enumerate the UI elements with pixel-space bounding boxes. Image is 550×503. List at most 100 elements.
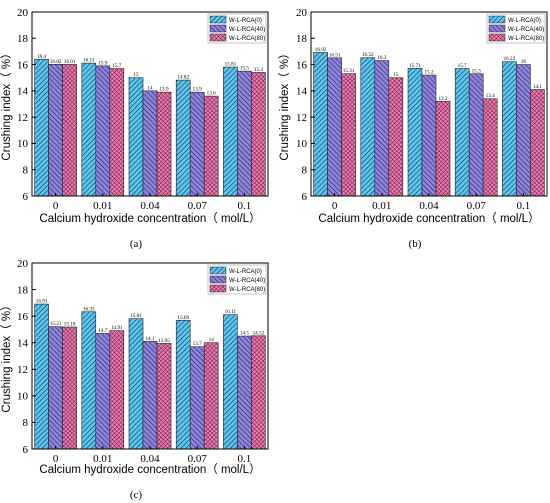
y-tick-label: 10 bbox=[296, 138, 308, 150]
y-tick-label: 18 bbox=[296, 33, 308, 45]
bar-0.01-series-0 bbox=[360, 57, 376, 197]
bar-0.1-series-2 bbox=[530, 89, 545, 197]
data-label: 16.92 bbox=[315, 47, 327, 53]
bar-0.01-series-2 bbox=[109, 330, 125, 450]
data-label: 14.5 bbox=[240, 331, 249, 337]
bar-0.04-series-0 bbox=[128, 318, 144, 450]
legend-entry: W-L-RCA(40) bbox=[508, 27, 544, 33]
y-tick-label: 14 bbox=[296, 86, 308, 98]
data-label: 15.81 bbox=[130, 313, 142, 319]
y-tick-label: 18 bbox=[17, 33, 29, 45]
data-label: 16.52 bbox=[362, 52, 374, 58]
legend-entry: W-L-RCA(0) bbox=[508, 18, 541, 24]
legend-entry: W-L-RCA(0) bbox=[229, 18, 262, 24]
bar-0-series-0 bbox=[34, 59, 49, 197]
data-label: 13.2 bbox=[438, 96, 447, 102]
bar-0.07-series-1 bbox=[468, 73, 484, 197]
y-tick-label: 8 bbox=[23, 165, 29, 177]
bar-0.07-series-2 bbox=[203, 342, 219, 450]
data-label: 15.69 bbox=[177, 315, 189, 321]
y-tick-label: 16 bbox=[17, 311, 29, 323]
data-label: 14 bbox=[147, 85, 153, 91]
chart-panel-c: 16.91 16.33 15.81 15.69 16.11 15.21 14.7 14.1 13… bbox=[0, 258, 269, 501]
data-label: 16.91 bbox=[36, 299, 48, 305]
data-label: 14.82 bbox=[177, 75, 189, 81]
x-tick-label: 0.04 bbox=[419, 200, 439, 212]
bar-0.04-series-0 bbox=[407, 68, 423, 197]
legend-swatch bbox=[209, 284, 227, 293]
data-label: 15.3 bbox=[472, 68, 481, 74]
bar-0.07-series-1 bbox=[189, 346, 205, 450]
y-axis-label: Crushing index（ %） bbox=[0, 299, 13, 412]
data-label: 16.11 bbox=[225, 309, 237, 315]
x-axis-label: Calcium hydroxide concentration（ mol/L） bbox=[39, 212, 260, 225]
x-tick-label: 0.04 bbox=[140, 453, 160, 465]
bar-0.01-series-2 bbox=[388, 77, 404, 197]
panel-label: (a) bbox=[130, 238, 143, 250]
data-label: 15.5 bbox=[240, 66, 249, 72]
x-tick-label: 0.04 bbox=[140, 200, 160, 212]
legend-swatch bbox=[488, 24, 506, 33]
y-tick-label: 18 bbox=[17, 284, 29, 296]
legend-swatch bbox=[209, 15, 227, 24]
legend-entry: W-L-RCA(80) bbox=[229, 287, 265, 293]
y-tick-label: 8 bbox=[302, 165, 308, 177]
data-label: 13.4 bbox=[486, 93, 495, 99]
bar-0.04-series-2 bbox=[156, 91, 172, 197]
data-label: 14 bbox=[209, 337, 215, 343]
data-label: 13.9 bbox=[159, 87, 168, 93]
y-tick-label: 8 bbox=[23, 417, 29, 429]
bar-0.04-series-2 bbox=[435, 101, 451, 197]
legend-entry: W-L-RCA(80) bbox=[229, 36, 265, 42]
y-tick-label: 12 bbox=[17, 364, 28, 376]
x-tick-label: 0.07 bbox=[467, 200, 487, 212]
y-tick-label: 20 bbox=[17, 258, 29, 270]
data-label: 15 bbox=[133, 72, 139, 78]
x-tick-label: 0 bbox=[53, 200, 59, 212]
data-label: 16 bbox=[521, 59, 527, 65]
y-tick-label: 14 bbox=[17, 338, 29, 350]
bar-0-series-2 bbox=[62, 64, 77, 197]
bar-0.01-series-1 bbox=[95, 65, 111, 197]
legend-entry: W-L-RCA(40) bbox=[229, 278, 265, 284]
data-label: 14.91 bbox=[111, 325, 123, 331]
data-label: 14.1 bbox=[533, 84, 542, 90]
bar-0.01-series-0 bbox=[81, 62, 97, 197]
bar-0.1-series-1 bbox=[516, 64, 531, 197]
data-label: 16.4 bbox=[37, 54, 46, 60]
bar-0.1-series-1 bbox=[237, 335, 252, 450]
data-label: 15.4 bbox=[254, 67, 263, 73]
legend: W-L-RCA(0) W-L-RCA(40) W-L-RCA(80) bbox=[486, 13, 546, 44]
bar-0-series-0 bbox=[313, 52, 328, 197]
data-label: 16.01 bbox=[64, 59, 76, 65]
data-label: 14.52 bbox=[253, 330, 265, 336]
panel-label: (c) bbox=[130, 489, 143, 501]
bar-0-series-2 bbox=[62, 326, 77, 450]
data-label: 15.71 bbox=[409, 63, 421, 69]
bar-0-series-1 bbox=[48, 326, 63, 450]
x-tick-label: 0.07 bbox=[188, 200, 208, 212]
x-tick-label: 0.01 bbox=[372, 200, 391, 212]
bar-0-series-1 bbox=[327, 57, 342, 197]
legend-swatch bbox=[209, 266, 227, 275]
data-label: 16.02 bbox=[50, 59, 62, 65]
data-label: 15.31 bbox=[343, 68, 355, 74]
bar-0.04-series-0 bbox=[128, 77, 144, 197]
bar-0.07-series-1 bbox=[189, 91, 205, 197]
bar-0.01-series-2 bbox=[109, 68, 125, 197]
legend-swatch bbox=[488, 33, 506, 42]
bar-0.04-series-2 bbox=[156, 343, 172, 450]
legend: W-L-RCA(0) W-L-RCA(40) W-L-RCA(80) bbox=[207, 13, 267, 44]
y-tick-label: 16 bbox=[17, 59, 29, 71]
bar-0.1-series-0 bbox=[223, 66, 238, 197]
x-tick-label: 0.1 bbox=[517, 200, 531, 212]
data-label: 16.51 bbox=[329, 52, 341, 58]
bar-0.04-series-1 bbox=[142, 341, 158, 450]
legend-swatch bbox=[209, 24, 227, 33]
legend: W-L-RCA(0) W-L-RCA(40) W-L-RCA(80) bbox=[207, 264, 267, 295]
data-label: 13.7 bbox=[193, 341, 202, 347]
legend-swatch bbox=[209, 275, 227, 284]
data-label: 15 bbox=[393, 72, 399, 78]
bar-0.04-series-1 bbox=[421, 74, 437, 197]
